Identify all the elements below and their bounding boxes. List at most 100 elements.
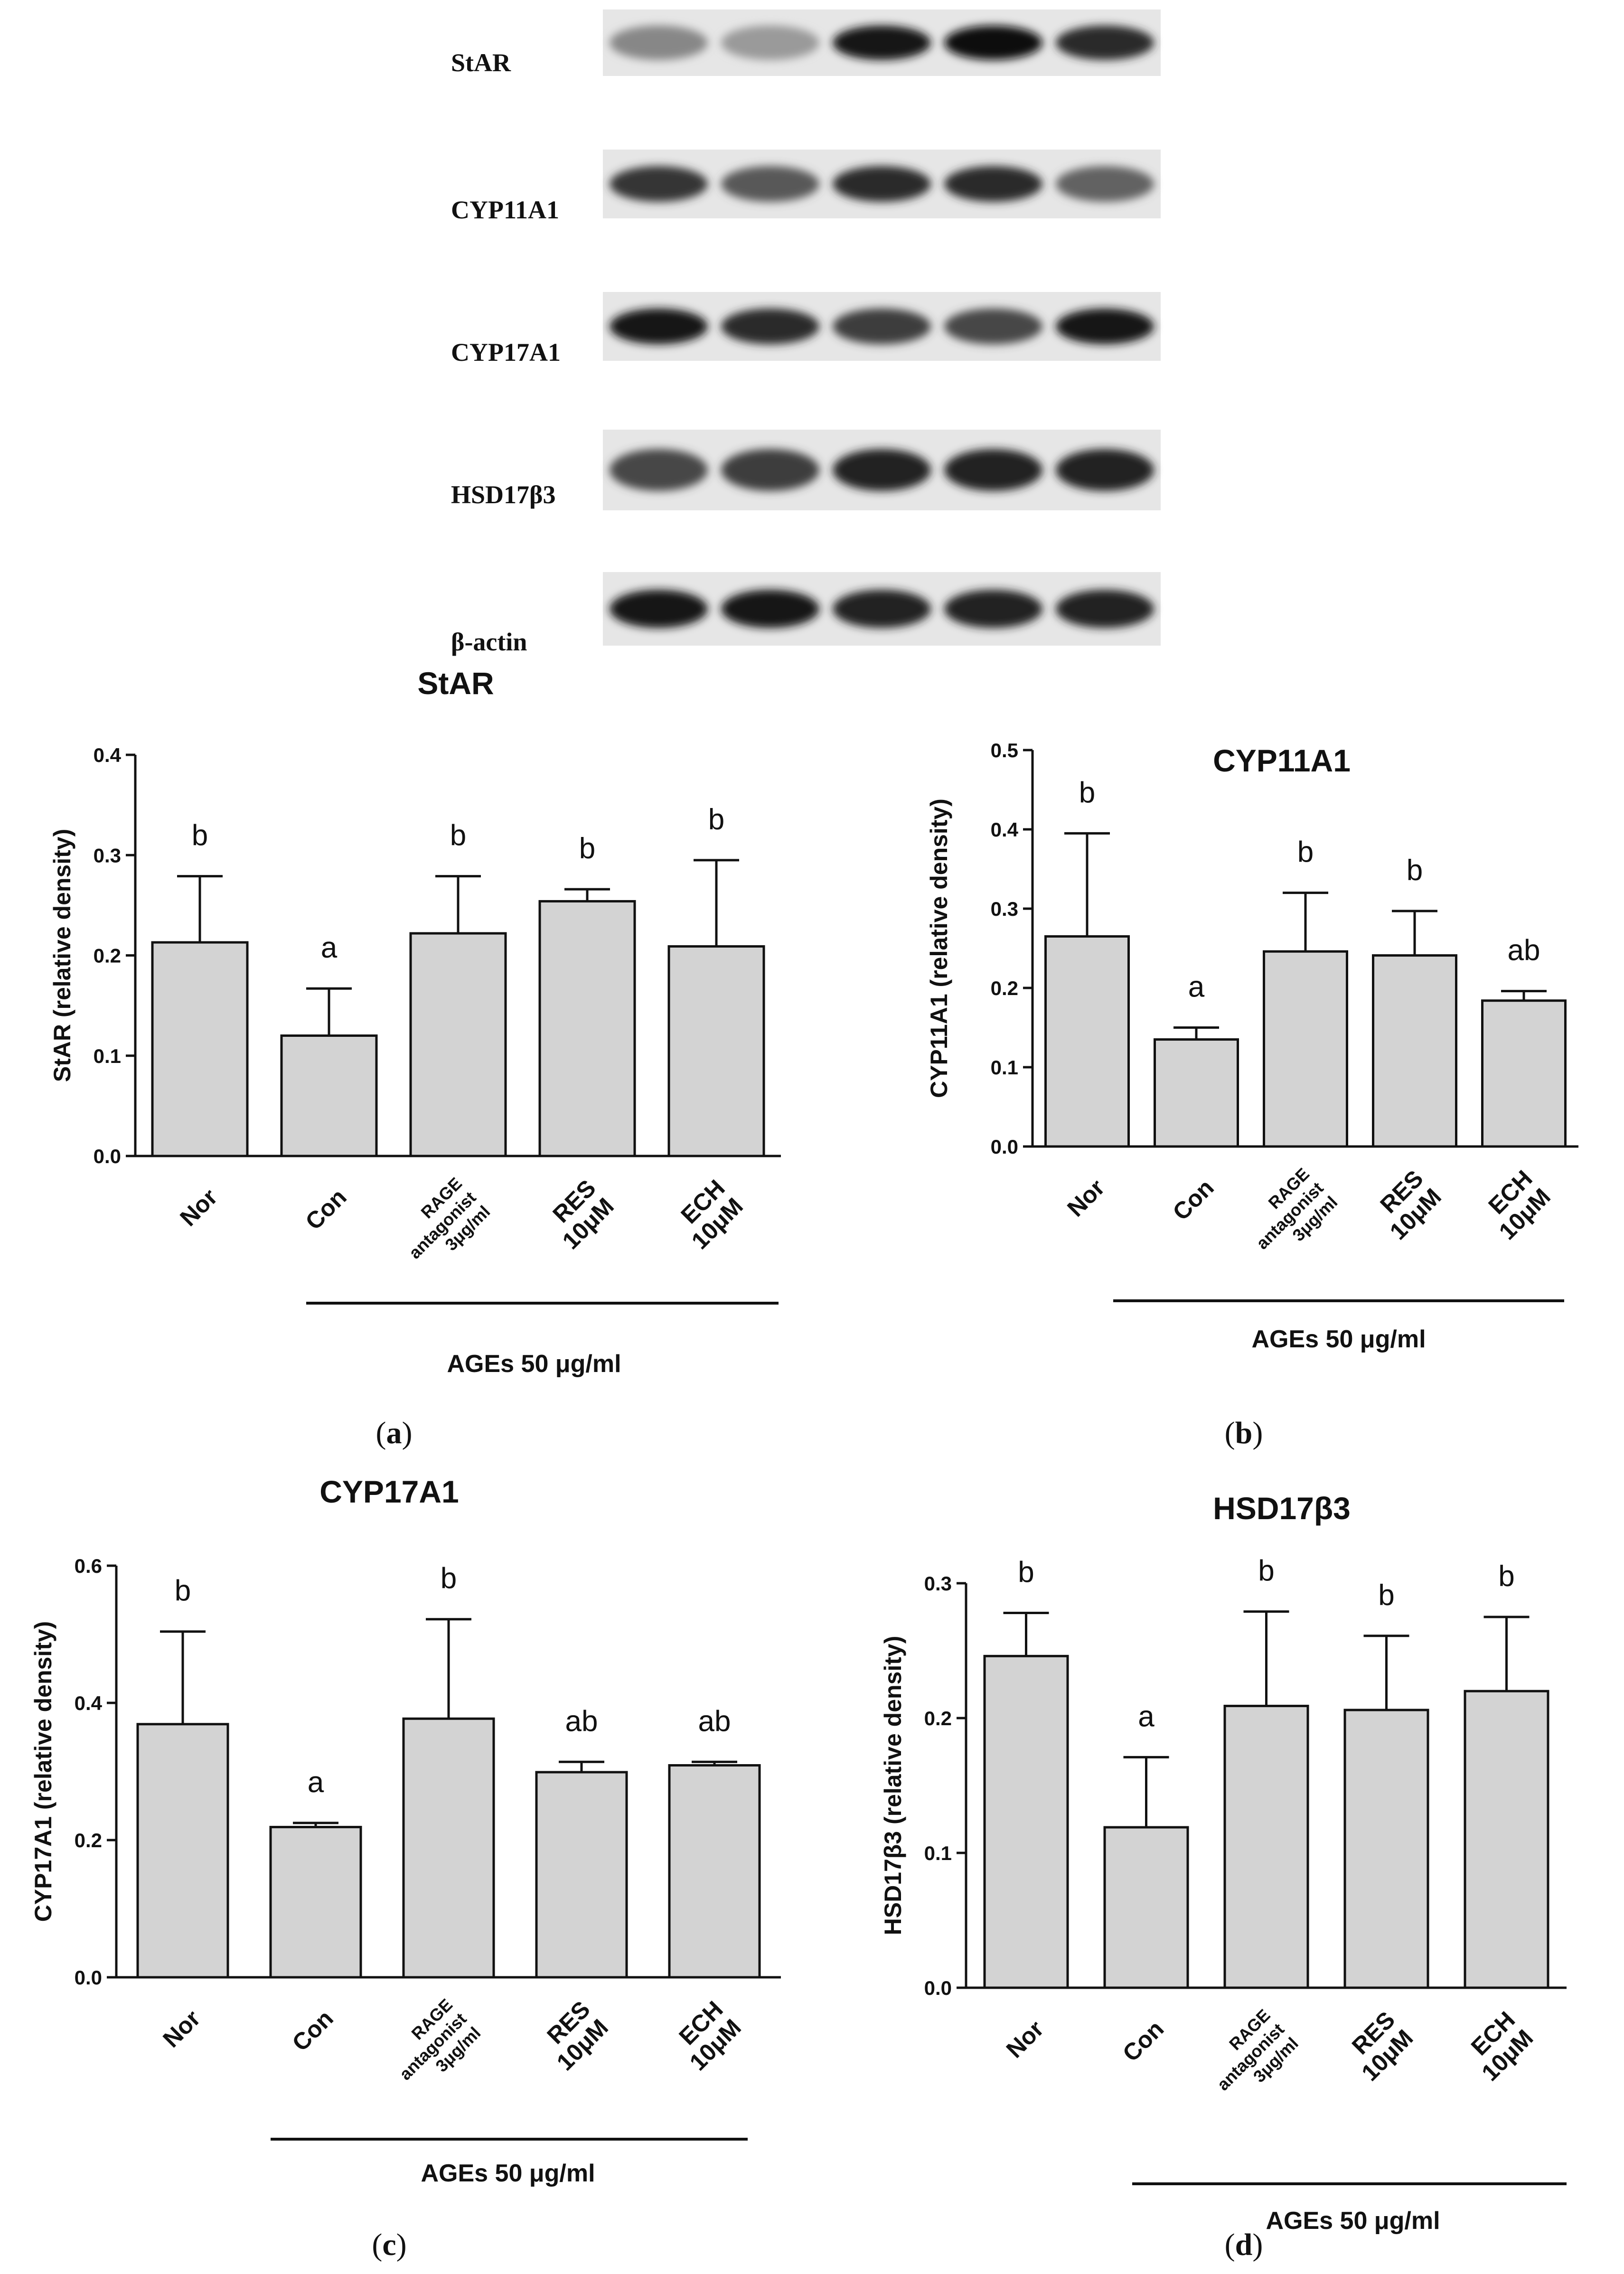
bar	[269, 1826, 362, 1979]
bar	[151, 941, 249, 1157]
y-tick-label: 0.4	[75, 1692, 103, 1714]
category-label-line: Nor	[1062, 1174, 1109, 1222]
y-tick-label: 0.2	[924, 1707, 952, 1729]
significance-label: b	[579, 832, 595, 865]
y-axis-label: StAR (relative density)	[49, 829, 75, 1082]
panel-label: (c)	[372, 2227, 406, 2262]
significance-label: ab	[698, 1705, 731, 1738]
bar	[1223, 1704, 1309, 1989]
category-label: Nor	[1001, 2015, 1049, 2063]
blot-label: StAR	[451, 48, 511, 77]
group-label: AGEs 50 μg/ml	[1251, 1325, 1426, 1353]
blot-band	[721, 590, 819, 628]
category-label-line: Nor	[158, 2005, 205, 2052]
blot-band	[1056, 590, 1154, 628]
blot-band	[610, 25, 708, 60]
y-tick-label: 0.3	[991, 898, 1018, 920]
y-tick-label: 0.3	[94, 844, 121, 866]
significance-label: a	[321, 931, 338, 964]
bar	[1372, 954, 1457, 1148]
bar	[1103, 1826, 1189, 1989]
bar	[280, 1034, 378, 1157]
significance-label: b	[1079, 776, 1095, 809]
blot-band	[721, 449, 819, 491]
blot-label: β-actin	[451, 628, 527, 656]
category-label: Con	[287, 2005, 338, 2056]
category-label: Con	[1117, 2015, 1169, 2067]
bar	[667, 945, 765, 1157]
category-label-line: Con	[1167, 1174, 1219, 1225]
bar	[136, 1723, 229, 1979]
y-tick-label: 0.4	[991, 818, 1019, 841]
blot-band	[944, 25, 1042, 60]
y-tick-label: 0.5	[991, 739, 1018, 761]
blot-row-cyp17a1: CYP17A1	[451, 292, 1161, 366]
panel-letter: b	[1235, 1416, 1253, 1450]
bar	[1263, 950, 1348, 1148]
category-label: Nor	[1062, 1174, 1109, 1222]
blot-band	[833, 166, 931, 202]
bar	[1464, 1690, 1549, 1989]
panel-letter: d	[1235, 2227, 1253, 2262]
group-label: AGEs 50 μg/ml	[447, 1350, 621, 1378]
chart-title: HSD17β3	[1213, 1491, 1351, 1526]
significance-label: b	[175, 1575, 191, 1607]
blot-band	[610, 590, 708, 628]
chart-star: StAR StAR (relative density) 0.0 0.1 0.2 0.3 0…	[49, 666, 781, 1450]
blot-band	[610, 166, 708, 202]
blot-band	[944, 449, 1042, 491]
blot-band	[944, 308, 1042, 345]
western-blot: StAR CYP11A1 CYP17A1 HSD17β3 β-actin	[451, 9, 1161, 656]
category-label: Nor	[158, 2005, 205, 2052]
category-label: Con	[1167, 1174, 1219, 1225]
y-tick-label: 0.6	[75, 1555, 102, 1577]
significance-label: b	[1378, 1579, 1394, 1612]
y-tick-label: 0.2	[94, 945, 121, 967]
significance-label: b	[1258, 1555, 1274, 1588]
blot-label: CYP11A1	[451, 196, 559, 224]
chart-hsd17-3: HSD17β3 HSD17β3 (relative density) 0.0 0.1 0…	[880, 1491, 1567, 2262]
category-label-line: Nor	[1001, 2015, 1049, 2063]
blot-band	[833, 308, 931, 345]
bar	[1154, 1038, 1239, 1148]
significance-label: a	[308, 1766, 324, 1799]
y-tick-label: 0.0	[75, 1966, 102, 1989]
bar	[1044, 935, 1130, 1148]
y-tick-label: 0.1	[991, 1056, 1018, 1079]
blot-row-hsd17-3: HSD17β3	[451, 430, 1161, 510]
significance-label: b	[450, 819, 466, 852]
significance-label: b	[1297, 836, 1314, 869]
y-tick-label: 0.4	[94, 744, 122, 766]
significance-label: b	[1407, 854, 1423, 887]
panel-letter: a	[386, 1416, 402, 1450]
panel-label: (a)	[376, 1416, 413, 1450]
chart-title: CYP11A1	[1213, 743, 1351, 778]
y-tick-label: 0.2	[75, 1829, 102, 1851]
bar	[983, 1654, 1069, 1989]
group-label: AGEs 50 μg/ml	[1266, 2207, 1440, 2235]
y-tick-label: 0.0	[924, 1977, 952, 1999]
blot-band	[1056, 449, 1154, 491]
significance-label: ab	[1508, 934, 1540, 967]
bar	[409, 932, 507, 1157]
blot-band	[944, 166, 1042, 202]
y-axis-label: HSD17β3 (relative density)	[880, 1636, 906, 1936]
blot-band	[833, 449, 931, 491]
blot-row-star: StAR	[451, 9, 1161, 77]
blot-band	[721, 166, 819, 202]
blot-band	[833, 25, 931, 60]
group-label: AGEs 50 μg/ml	[421, 2160, 595, 2187]
panel-label: (d)	[1225, 2227, 1263, 2262]
significance-label: ab	[565, 1705, 598, 1738]
panel-label: (b)	[1225, 1416, 1263, 1450]
chart-title: CYP17A1	[319, 1474, 459, 1509]
bar	[1481, 999, 1567, 1148]
y-tick-label: 0.1	[94, 1045, 121, 1067]
